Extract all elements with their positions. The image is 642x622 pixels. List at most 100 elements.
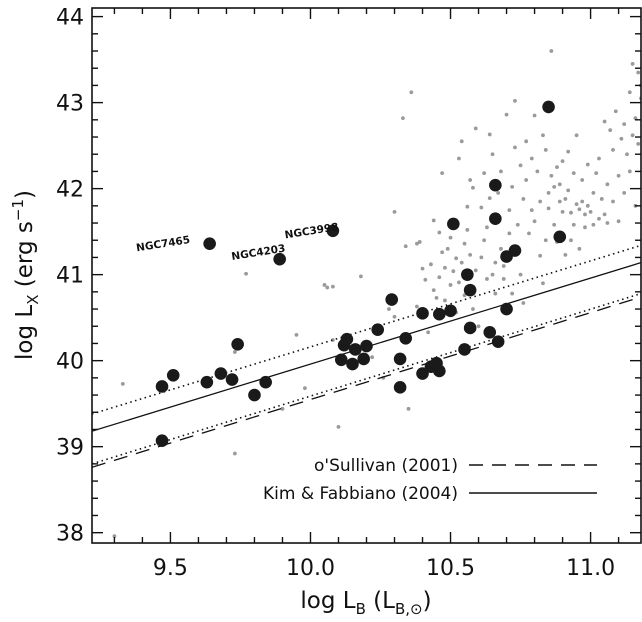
- data-point: [489, 212, 502, 226]
- background-point: [571, 171, 576, 176]
- data-point: [166, 368, 180, 382]
- fit-line-dotted: [92, 244, 641, 415]
- background-point: [465, 228, 470, 232]
- data-point: [399, 331, 413, 345]
- background-point: [577, 207, 582, 212]
- background-point: [434, 295, 439, 300]
- data-point: [248, 388, 261, 402]
- background-point: [485, 225, 489, 230]
- background-point: [358, 274, 363, 279]
- background-point: [532, 219, 537, 224]
- data-point: [371, 323, 385, 336]
- y-axis-title: log LX (erg s−1): [9, 190, 42, 360]
- background-point: [583, 225, 587, 230]
- data-point: [416, 307, 429, 320]
- background-point: [529, 156, 534, 161]
- background-point: [490, 272, 495, 277]
- background-point: [403, 244, 408, 249]
- background-point: [325, 285, 330, 290]
- background-point: [515, 222, 520, 227]
- background-point: [563, 252, 568, 257]
- background-point: [415, 304, 419, 309]
- data-point: [416, 367, 429, 380]
- background-point: [599, 197, 604, 201]
- background-point: [468, 178, 473, 182]
- data-point: [508, 244, 522, 257]
- background-point: [524, 178, 529, 182]
- background-point: [541, 133, 545, 138]
- background-point: [577, 246, 582, 251]
- data-point: [231, 338, 244, 351]
- background-point: [440, 171, 445, 176]
- background-point: [591, 222, 596, 227]
- data-point: [155, 380, 169, 393]
- background-point: [563, 197, 568, 201]
- x-axis-title-sub2: B,⊙: [395, 600, 423, 618]
- background-point: [499, 169, 503, 174]
- background-point: [294, 332, 299, 337]
- background-point: [462, 241, 467, 246]
- background-point: [513, 145, 517, 150]
- background-point: [485, 277, 489, 281]
- data-point: [214, 367, 228, 380]
- legend-label: o'Sullivan (2001): [314, 456, 458, 476]
- background-point: [552, 185, 557, 189]
- data-point: [489, 178, 502, 192]
- background-point: [627, 169, 632, 174]
- plot-frame: [91, 7, 642, 544]
- background-point: [546, 191, 551, 195]
- data-point: [346, 357, 359, 371]
- background-point: [616, 219, 621, 224]
- y-axis-title-tail: (erg s: [12, 221, 38, 294]
- galaxy-label: NGC3998: [284, 221, 340, 241]
- background-point: [574, 202, 579, 207]
- y-tick-label: 44: [56, 6, 84, 31]
- background-point: [459, 260, 464, 265]
- background-point: [538, 253, 543, 258]
- background-point: [636, 142, 641, 146]
- background-point: [622, 122, 627, 127]
- background-point: [557, 199, 562, 204]
- background-point: [420, 266, 425, 271]
- background-point: [280, 406, 285, 411]
- background-point: [513, 98, 517, 103]
- galaxy-label: NGC7465: [135, 234, 191, 254]
- background-point: [521, 197, 526, 201]
- background-point: [429, 262, 433, 267]
- data-point: [433, 307, 446, 321]
- background-point: [605, 182, 610, 187]
- fit-line-dashed: [92, 296, 641, 468]
- background-point: [501, 277, 506, 281]
- background-point: [588, 209, 593, 214]
- background-point: [445, 246, 450, 251]
- background-point: [574, 133, 579, 138]
- x-tick-label: 10.5: [426, 556, 475, 581]
- data-point: [447, 217, 460, 231]
- data-point: [553, 230, 567, 244]
- x-axis-title-base: log L: [300, 588, 355, 614]
- background-point: [594, 171, 599, 176]
- background-point: [473, 268, 478, 273]
- x-axis-title-close: ): [423, 588, 432, 614]
- background-point: [630, 62, 635, 66]
- background-point: [493, 260, 498, 265]
- y-tick-label: 39: [56, 436, 84, 461]
- background-point: [459, 139, 464, 144]
- background-point: [591, 191, 596, 195]
- data-point: [393, 381, 407, 394]
- background-point: [546, 206, 551, 211]
- background-point: [336, 424, 341, 429]
- data-point: [385, 293, 399, 306]
- background-point: [543, 238, 548, 243]
- background-point: [518, 272, 523, 277]
- background-point: [406, 406, 411, 411]
- background-point: [549, 49, 554, 53]
- background-point: [538, 199, 543, 204]
- data-point: [155, 434, 169, 447]
- background-point: [471, 307, 475, 311]
- background-point: [451, 269, 456, 274]
- background-point: [583, 212, 587, 217]
- background-point: [392, 209, 397, 214]
- axis-ticks-layer: [92, 8, 641, 543]
- background-point: [457, 156, 461, 161]
